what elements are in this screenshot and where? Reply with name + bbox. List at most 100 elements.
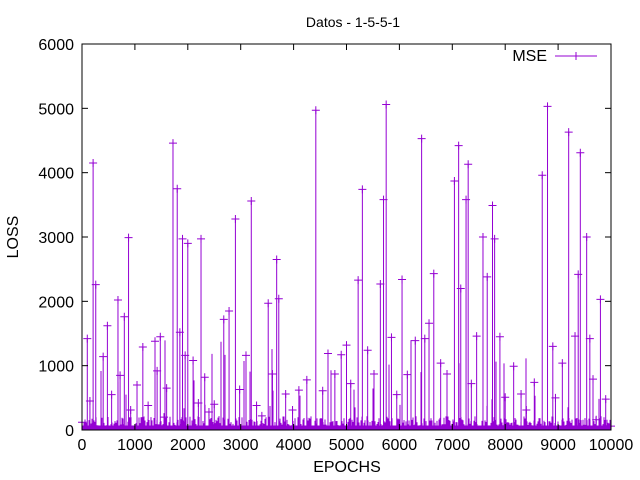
mse-point-marker [173,184,182,193]
mse-point-marker [241,351,250,360]
mse-point-marker [252,401,261,410]
mse-point-marker [272,255,281,264]
chart-title: Datos - 1-5-5-1 [306,14,400,30]
mse-point-marker [144,401,153,410]
mse-point-marker [582,233,591,241]
mse-point-marker [411,336,420,345]
mse-point-marker [370,370,379,379]
mse-point-marker [462,195,471,204]
mse-point-marker [358,185,367,194]
x-tick-label: 4000 [276,437,312,454]
mse-point-marker [89,159,98,168]
mse-point-marker [558,359,567,368]
mse-point-marker [495,332,504,341]
mse-point-marker [83,334,92,343]
mse-point-marker [210,400,219,409]
mse-point-marker [183,239,192,248]
mse-point-marker [543,102,552,111]
mse-point-marker [120,312,129,321]
mse-point-marker [551,393,560,402]
mse-point-marker [548,342,557,351]
mse-point-marker [197,234,206,243]
x-tick-label: 10000 [589,437,634,454]
mse-point-marker [113,296,122,305]
y-tick-label: 5000 [38,101,74,118]
x-tick-label: 1000 [117,437,153,454]
mse-point-marker [151,337,160,346]
mse-point-marker [589,375,598,384]
mse-point-marker [501,393,510,402]
mse-point-marker [376,279,385,288]
mse-point-marker [124,233,133,242]
mse-point-marker [576,148,585,157]
mse-point-marker [403,370,412,379]
x-tick-label: 6000 [382,437,418,454]
mse-point-marker [450,177,459,186]
mse-point-marker [538,171,547,180]
mse-point-marker [574,270,583,279]
mse-point-marker [330,370,339,379]
mse-point-marker [363,346,372,355]
mse-point-marker [585,334,594,343]
x-tick-label: 8000 [487,437,523,454]
x-tick-label: 7000 [435,437,471,454]
mse-point-marker [219,315,228,324]
mse-point-marker [133,380,142,389]
mse-point-marker [247,196,256,205]
mse-point-marker [601,395,610,404]
mse-point-marker [472,332,481,341]
x-tick-label: 3000 [223,437,259,454]
axis-ticks: 0 1000 2000 3000 4000 5000 6000 7000 8000 9000 100… [38,37,633,454]
mse-point-marker [354,276,363,285]
legend-marker-mse [572,52,580,60]
mse-point-marker [464,160,473,169]
mse-point-marker [564,128,573,137]
mse-point-marker [509,362,518,371]
mse-point-marker [420,334,429,343]
mse-point-marker [189,356,198,365]
mse-point-marker [490,234,499,243]
mse-point-marker [162,384,171,393]
mse-point-marker [257,411,266,420]
mse-point-marker [522,406,531,415]
mse-point-marker [387,333,396,342]
mse-point-marker [517,389,526,398]
mse-point-marker [429,269,438,278]
y-tick-label: 2000 [38,294,74,311]
y-axis-title: LOSS [5,216,22,259]
mse-point-marker [200,373,209,382]
mse-point-marker [478,233,487,241]
mse-point-marker [456,284,465,293]
mse-point-marker [231,214,240,223]
mse-point-marker [138,343,147,352]
legend-label-mse: MSE [512,48,547,65]
mse-point-marker [592,415,601,424]
y-tick-label: 6000 [38,37,74,54]
mse-point-marker [116,371,125,380]
y-tick-label: 4000 [38,166,74,183]
mse-point-marker [294,386,303,395]
mse-point-marker [323,349,332,358]
mse-point-marker [346,379,355,388]
mse-point-marker [318,386,327,395]
mse-point-marker [392,390,401,399]
mse-point-marker [311,106,320,115]
mse-point-marker [268,370,277,379]
mse-point-marker [103,321,112,330]
series-layer [78,100,615,431]
y-tick-label: 3000 [38,230,74,247]
x-tick-label: 9000 [540,437,576,454]
mse-point-marker [342,341,351,350]
mse-point-marker [281,389,290,398]
y-tick-label: 0 [65,423,74,440]
mse-point-marker [467,379,476,388]
mse-point-marker [264,299,273,308]
mse-point-marker [156,332,165,341]
mse-point-marker [483,272,492,281]
mse-point-marker [99,352,108,361]
mse-point-marker [288,406,297,415]
mse-point-marker [178,234,187,243]
mse-point-marker [91,280,100,289]
mse-point-marker [382,100,391,109]
